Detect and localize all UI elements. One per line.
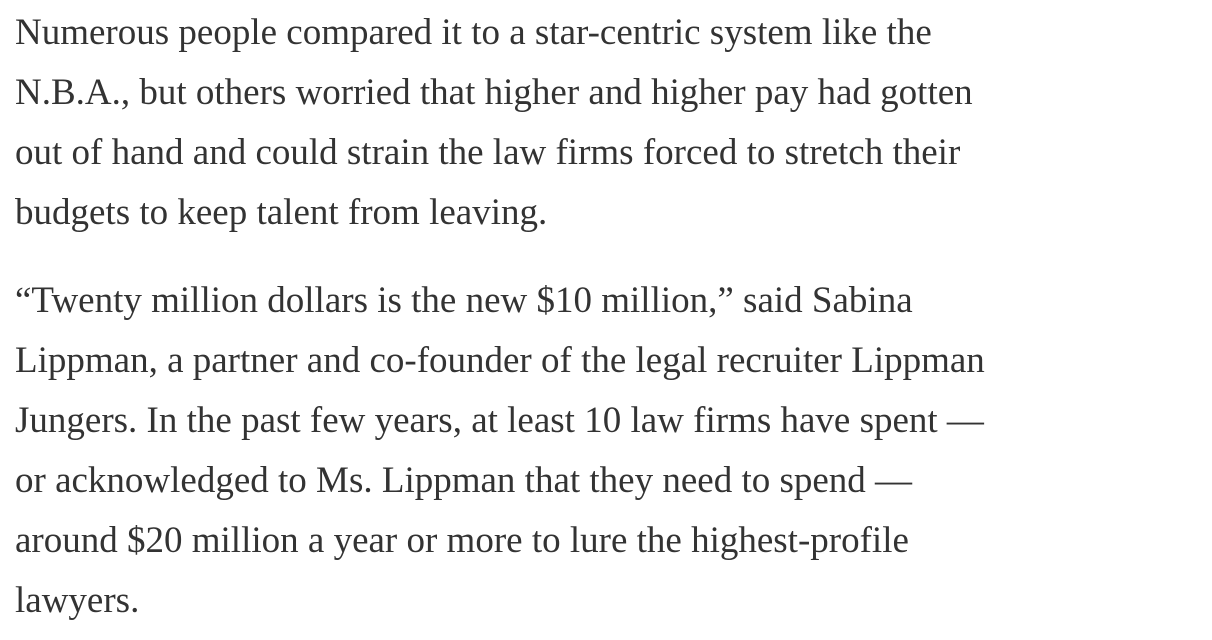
text-line: budgets to keep talent from leaving. [15,192,548,233]
text-line: Numerous people compared it to a star-ce… [15,12,932,53]
paragraph: “Twenty million dollars is the new $10 m… [15,271,1212,631]
text-line: Lippman, a partner and co-founder of the… [15,340,985,381]
text-line: lawyers. [15,580,140,621]
text-line: N.B.A., but others worried that higher a… [15,72,973,113]
paragraph: Numerous people compared it to a star-ce… [15,3,1212,243]
text-line: out of hand and could strain the law fir… [15,132,961,173]
text-line: “Twenty million dollars is the new $10 m… [15,280,913,321]
text-line: Jungers. In the past few years, at least… [15,400,984,441]
text-line: around $20 million a year or more to lur… [15,520,909,561]
text-line: or acknowledged to Ms. Lippman that they… [15,460,913,501]
